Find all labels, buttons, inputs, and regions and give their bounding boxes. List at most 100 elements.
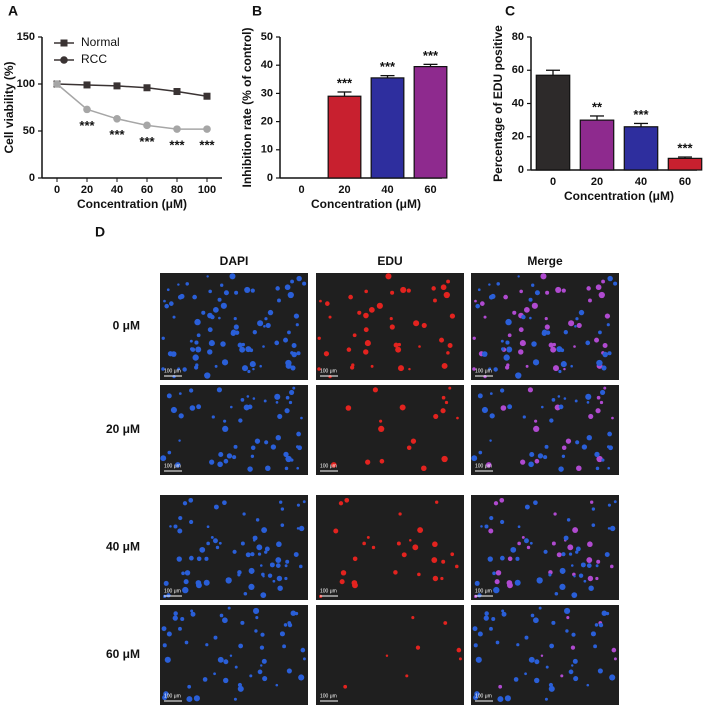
cell (563, 330, 568, 335)
cell (274, 393, 281, 400)
cell (563, 367, 566, 371)
cell (505, 340, 510, 345)
y-tick-label: 30 (261, 87, 273, 99)
cell (368, 306, 375, 313)
legend-label: Normal (81, 35, 120, 49)
cell (234, 290, 239, 295)
cell (343, 684, 348, 689)
cell (264, 546, 270, 552)
cell (488, 367, 492, 371)
marker (53, 80, 61, 88)
micrograph: 100 μm (160, 273, 308, 380)
cell (610, 564, 614, 569)
cell (376, 302, 383, 309)
cell (276, 541, 282, 548)
cell (284, 466, 289, 471)
cell (352, 333, 357, 338)
cell (556, 346, 563, 353)
y-tick-label: 50 (261, 31, 273, 43)
cell (263, 399, 267, 403)
cell (613, 657, 617, 661)
cell (290, 365, 296, 371)
cell (506, 346, 513, 353)
cell (233, 324, 239, 330)
cell (558, 404, 564, 410)
cell (212, 306, 219, 313)
cell (204, 372, 211, 379)
cell (162, 643, 167, 648)
cell (586, 434, 592, 441)
image-background (160, 495, 308, 600)
scale-bar-label: 100 μm (475, 588, 492, 594)
cell (285, 359, 292, 367)
cell (223, 419, 227, 423)
marker (173, 125, 181, 133)
cell (483, 374, 487, 379)
cell (545, 665, 549, 669)
cell (280, 507, 285, 511)
cell (503, 354, 510, 361)
cell (177, 283, 180, 286)
cell (431, 557, 438, 563)
cell (296, 351, 301, 356)
cell (245, 552, 251, 558)
cell (293, 552, 299, 557)
cell (450, 552, 455, 557)
marker (173, 88, 181, 96)
y-tick-label: 40 (512, 97, 524, 109)
cell (529, 541, 533, 545)
cell (208, 289, 212, 294)
cell (528, 656, 535, 663)
cell (528, 461, 534, 468)
cell (477, 288, 481, 292)
cell (164, 656, 171, 663)
cell (572, 658, 578, 664)
cell (522, 415, 526, 419)
cell (275, 563, 281, 568)
cell (189, 339, 193, 343)
micrograph: 100 μm (471, 385, 619, 475)
cell (255, 616, 259, 620)
cell (201, 310, 206, 315)
significance: *** (169, 138, 185, 153)
cell (173, 611, 178, 616)
cell (220, 283, 224, 287)
x-tick-label: 20 (81, 184, 93, 196)
cell (300, 416, 303, 420)
cell (325, 301, 330, 306)
cell (284, 576, 288, 581)
cell (563, 535, 569, 541)
cell (217, 656, 224, 663)
cell (613, 281, 618, 286)
cell (196, 333, 201, 338)
cell (439, 337, 445, 343)
cell (568, 552, 573, 556)
cell (551, 398, 556, 402)
cell (250, 454, 255, 458)
cell (440, 576, 444, 581)
cell (222, 617, 228, 624)
cell (199, 546, 206, 553)
image-background (471, 605, 619, 705)
cell (291, 351, 297, 358)
cell (448, 386, 452, 390)
scale-bar-label: 100 μm (475, 693, 492, 699)
cell (475, 656, 482, 663)
x-tick-label: 60 (141, 184, 153, 196)
cell (219, 613, 224, 618)
cell (507, 582, 513, 589)
cell (560, 361, 567, 368)
cell (173, 524, 178, 529)
cell (294, 611, 299, 616)
cell (533, 425, 540, 433)
cell (418, 345, 421, 348)
cell (398, 512, 402, 516)
line (56, 83, 207, 130)
cell (558, 369, 562, 374)
scale-bar-label: 100 μm (164, 368, 181, 374)
cell (503, 294, 508, 300)
cell (504, 695, 511, 702)
cell (363, 349, 369, 355)
cell (211, 415, 215, 419)
cell (455, 564, 459, 569)
